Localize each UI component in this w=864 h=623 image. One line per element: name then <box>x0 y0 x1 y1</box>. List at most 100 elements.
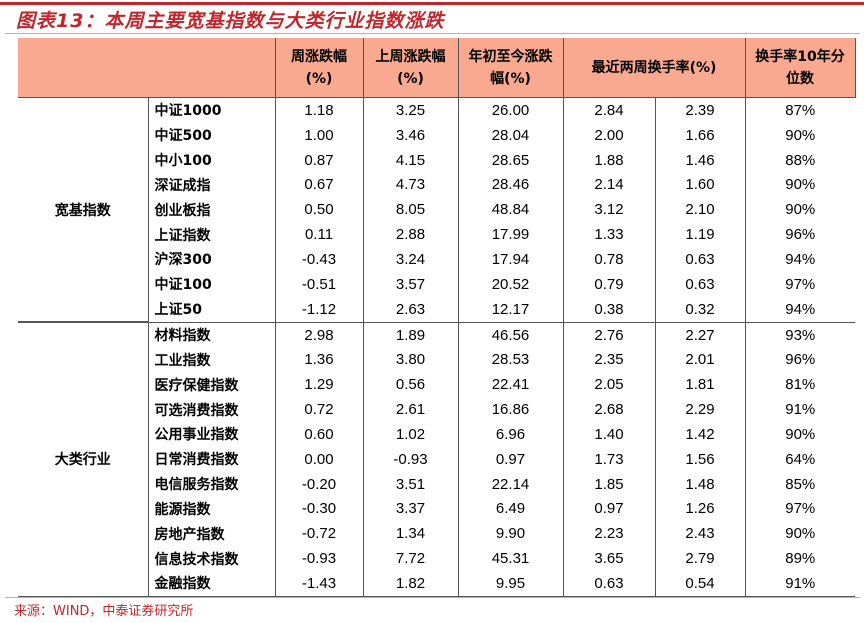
index-name: 金融指数 <box>147 571 276 598</box>
table-row: 上证指数 0.11 2.88 17.99 1.33 1.19 96% <box>18 222 855 248</box>
table-row: 房地产指数 -0.72 1.34 9.90 2.23 2.43 90% <box>18 521 855 547</box>
cell-value: 2.05 <box>562 372 656 398</box>
cell-value: 3.65 <box>562 546 656 572</box>
cell-value: 4.73 <box>362 172 459 198</box>
cell-value: 94% <box>744 247 855 272</box>
cell-value: 2.35 <box>562 347 656 373</box>
cell-value: 2.76 <box>562 321 656 348</box>
table-row: 医疗保健指数 1.29 0.56 22.41 2.05 1.81 81% <box>18 372 855 398</box>
index-name: 工业指数 <box>147 347 276 373</box>
table-row: 上证50 -1.12 2.63 12.17 0.38 0.32 94% <box>18 296 855 323</box>
index-name: 公用事业指数 <box>147 421 276 447</box>
cell-value: 0.60 <box>274 421 364 447</box>
cell-value: 45.31 <box>457 546 564 572</box>
index-name: 上证50 <box>147 296 276 323</box>
cell-value: 1.89 <box>362 321 459 348</box>
cell-value: 90% <box>744 521 855 547</box>
cell-value: 0.63 <box>562 571 656 598</box>
cell-value: 2.88 <box>362 222 459 248</box>
index-table: 周涨跌幅(%) 上周涨跌幅(%) 年初至今涨跌幅(%) 最近两周换手率(%) 换… <box>18 38 856 598</box>
cell-value: 1.26 <box>654 496 746 522</box>
cell-value: 91% <box>744 571 855 598</box>
table-row: 大类行业 材料指数 2.98 1.89 46.56 2.76 2.27 93% <box>18 321 855 598</box>
cell-value: 0.78 <box>562 247 656 272</box>
cell-value: 0.11 <box>274 222 364 248</box>
cell-value: 0.00 <box>274 446 364 472</box>
cell-value: 28.65 <box>457 147 564 173</box>
table-row: 沪深300 -0.43 3.24 17.94 0.78 0.63 94% <box>18 247 855 272</box>
index-name: 中证1000 <box>147 96 276 123</box>
index-name: 创业板指 <box>147 197 276 223</box>
cell-value: 2.39 <box>654 96 746 123</box>
cell-value: 85% <box>744 471 855 497</box>
cell-value: 0.97 <box>562 496 656 522</box>
cell-value: 0.32 <box>654 296 746 323</box>
index-name: 中小100 <box>147 147 276 173</box>
table-row: 中小100 0.87 4.15 28.65 1.88 1.46 88% <box>18 147 855 173</box>
cell-value: 3.80 <box>362 347 459 373</box>
cell-value: 1.29 <box>274 372 364 398</box>
index-name: 深证成指 <box>147 172 276 198</box>
table-row: 信息技术指数 -0.93 7.72 45.31 3.65 2.79 89% <box>18 546 855 572</box>
cell-value: 1.42 <box>654 421 746 447</box>
cell-value: 3.24 <box>362 247 459 272</box>
cell-value: 1.02 <box>362 421 459 447</box>
cell-value: 1.66 <box>654 122 746 148</box>
title-rule <box>5 33 860 34</box>
cell-value: -0.20 <box>274 471 364 497</box>
cell-value: 2.00 <box>562 122 656 148</box>
cell-value: 3.12 <box>562 197 656 223</box>
cell-value: 81% <box>744 372 855 398</box>
index-name: 可选消费指数 <box>147 397 276 422</box>
cell-value: -0.30 <box>274 496 364 522</box>
cell-value: 8.05 <box>362 197 459 223</box>
cell-value: 2.84 <box>562 96 656 123</box>
cell-value: 96% <box>744 347 855 373</box>
cell-value: 0.97 <box>457 446 564 472</box>
figure-title: 图表13：本周主要宽基指数与大类行业指数涨跌 <box>16 10 445 32</box>
table-row: 日常消费指数 0.00 -0.93 0.97 1.73 1.56 64% <box>18 446 855 472</box>
source-note: 来源：WIND，中泰证券研究所 <box>14 604 194 619</box>
group-label: 大类行业 <box>18 321 149 598</box>
index-name: 房地产指数 <box>147 521 276 547</box>
cell-value: -0.93 <box>362 446 459 472</box>
cell-value: 1.46 <box>654 147 746 173</box>
cell-value: 17.99 <box>457 222 564 248</box>
cell-value: 1.00 <box>274 122 364 148</box>
cell-value: 2.63 <box>362 296 459 323</box>
cell-value: 3.46 <box>362 122 459 148</box>
cell-value: 9.95 <box>457 571 564 598</box>
index-name: 沪深300 <box>147 247 276 272</box>
cell-value: 93% <box>744 321 855 348</box>
cell-value: 1.88 <box>562 147 656 173</box>
cell-value: 90% <box>744 197 855 223</box>
cell-value: 46.56 <box>457 321 564 348</box>
header-blank <box>18 38 276 98</box>
cell-value: 1.19 <box>654 222 746 248</box>
table-row: 宽基指数 中证1000 1.18 3.25 26.00 2.84 2.39 87% <box>18 96 855 324</box>
header-last-week-change: 上周涨跌幅(%) <box>362 38 459 98</box>
index-name: 日常消费指数 <box>147 446 276 472</box>
table-row: 能源指数 -0.30 3.37 6.49 0.97 1.26 97% <box>18 496 855 522</box>
header-turnover: 最近两周换手率(%) <box>562 38 746 98</box>
cell-value: 0.56 <box>362 372 459 398</box>
cell-value: 17.94 <box>457 247 564 272</box>
index-name: 医疗保健指数 <box>147 372 276 398</box>
cell-value: 94% <box>744 296 855 323</box>
cell-value: 0.63 <box>654 271 746 297</box>
cell-value: 2.61 <box>362 397 459 422</box>
cell-value: 87% <box>744 96 855 123</box>
cell-value: 2.14 <box>562 172 656 198</box>
cell-value: 64% <box>744 446 855 472</box>
table-row: 电信服务指数 -0.20 3.51 22.14 1.85 1.48 85% <box>18 471 855 497</box>
cell-value: 96% <box>744 222 855 248</box>
index-name: 上证指数 <box>147 222 276 248</box>
header-ytd-change: 年初至今涨跌幅(%) <box>457 38 564 98</box>
cell-value: 91% <box>744 397 855 422</box>
cell-value: -0.72 <box>274 521 364 547</box>
index-name: 中证500 <box>147 122 276 148</box>
cell-value: -0.93 <box>274 546 364 572</box>
cell-value: 6.49 <box>457 496 564 522</box>
header-week-change: 周涨跌幅(%) <box>274 38 364 98</box>
cell-value: 9.90 <box>457 521 564 547</box>
